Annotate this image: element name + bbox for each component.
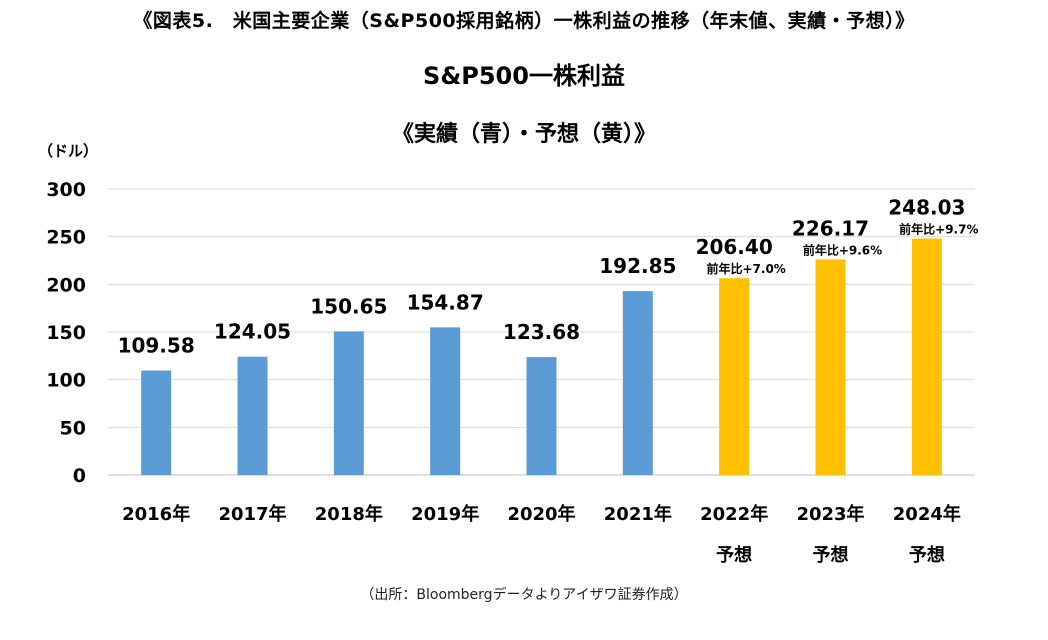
y-axis-ticks: 0 50 100 150 200 250 300 xyxy=(46,179,86,487)
bar xyxy=(719,278,750,475)
x-tick-sublabel: 予想 xyxy=(909,544,945,566)
x-tick-label: 2024年 xyxy=(893,503,961,525)
bar xyxy=(526,357,557,475)
bar-chart: （ドル） 0 50 100 150 200 250 300 109.58 124.05 150.… xyxy=(38,142,979,566)
x-tick-label: 2019年 xyxy=(411,503,479,525)
x-tick-label: 2021年 xyxy=(604,503,672,525)
yoy-annotation: 前年比+9.7% xyxy=(899,222,978,237)
yoy-annotation: 前年比+9.6% xyxy=(803,242,882,257)
bar xyxy=(911,238,942,475)
y-tick-label: 100 xyxy=(46,370,86,392)
bars xyxy=(141,238,942,475)
value-label: 124.05 xyxy=(214,320,291,344)
figure-title: 《図表5. 米国主要企業（S&P500採用銘柄）一株利益の推移（年末値、実績・予… xyxy=(133,10,915,32)
value-label: 109.58 xyxy=(118,334,195,358)
y-axis-unit-label: （ドル） xyxy=(38,142,98,160)
y-tick-label: 50 xyxy=(60,417,86,439)
value-label: 154.87 xyxy=(407,290,484,314)
x-tick-label: 2020年 xyxy=(507,503,575,525)
y-tick-label: 150 xyxy=(46,322,86,344)
value-label: 123.68 xyxy=(503,320,580,344)
bar xyxy=(622,291,653,475)
chart-subtitle: 《実績（青）・予想（黄）》 xyxy=(391,122,656,147)
value-label: 226.17 xyxy=(792,216,869,240)
value-label: 248.03 xyxy=(888,196,965,220)
x-tick-label: 2017年 xyxy=(218,503,286,525)
value-label: 150.65 xyxy=(310,294,387,318)
x-tick-label: 2022年 xyxy=(700,503,768,525)
bar xyxy=(141,370,172,475)
bar xyxy=(815,259,846,475)
y-tick-label: 250 xyxy=(46,227,86,249)
x-tick-label: 2018年 xyxy=(315,503,383,525)
y-tick-label: 0 xyxy=(73,465,86,487)
value-label: 206.40 xyxy=(696,235,773,259)
value-label: 192.85 xyxy=(599,254,676,278)
source-note: （出所：Bloombergデータよりアイザワ証券作成） xyxy=(360,587,688,603)
x-tick-label: 2023年 xyxy=(796,503,864,525)
bar xyxy=(333,331,364,475)
x-tick-sublabel: 予想 xyxy=(716,544,752,566)
bar xyxy=(430,327,461,475)
yoy-annotation: 前年比+7.0% xyxy=(706,261,785,276)
x-tick-sublabel: 予想 xyxy=(813,544,849,566)
bar xyxy=(237,356,268,475)
y-tick-label: 200 xyxy=(46,274,86,296)
value-labels: 109.58 124.05 150.65 154.87 123.68 192.85 206.… xyxy=(118,196,979,358)
chart-title: S&P500一株利益 xyxy=(423,62,625,90)
y-tick-label: 300 xyxy=(46,179,86,201)
x-tick-label: 2016年 xyxy=(122,503,190,525)
